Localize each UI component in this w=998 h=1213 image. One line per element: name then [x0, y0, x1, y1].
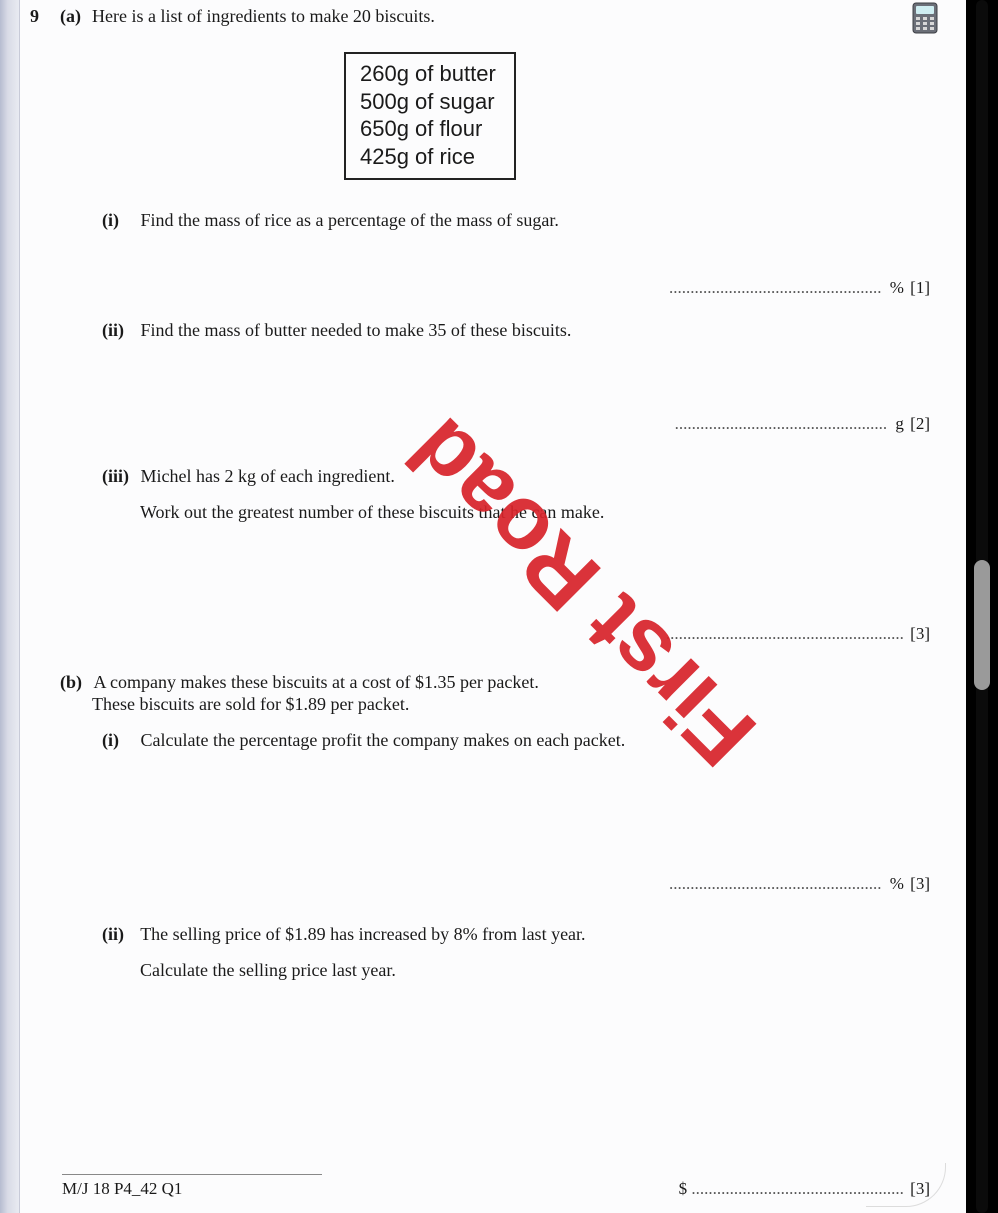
answer-currency: $ — [679, 1179, 688, 1198]
subpart-text: Michel has 2 kg of each ingredient. — [141, 466, 395, 486]
subpart-label: (ii) — [102, 320, 136, 341]
part-b-label: (b) — [60, 672, 90, 693]
subpart-text: Work out the greatest number of these bi… — [140, 502, 604, 522]
ingredients-box: 260g of butter 500g of sugar 650g of flo… — [344, 52, 516, 180]
answer-line-a-i: ........................................… — [669, 278, 930, 298]
answer-line-a-ii: ........................................… — [675, 414, 930, 434]
answer-dots: ........................................… — [666, 624, 904, 643]
part-b-line1: A company makes these biscuits at a cost… — [94, 672, 539, 692]
ingredient-line: 500g of sugar — [360, 88, 496, 116]
ingredient-line: 650g of flour — [360, 115, 496, 143]
answer-dots: ........................................… — [669, 874, 882, 893]
paper-reference: M/J 18 P4_42 Q1 — [62, 1174, 322, 1199]
answer-marks: [1] — [910, 278, 930, 297]
subpart-text: Calculate the selling price last year. — [140, 960, 396, 980]
subpart-text: These biscuits are sold for $1.89 per pa… — [92, 694, 409, 714]
answer-dots: ........................................… — [675, 414, 888, 433]
answer-unit: % — [890, 278, 904, 297]
watermark-text: First Road — [389, 398, 777, 786]
subpart-text: The selling price of $1.89 has increased… — [140, 924, 585, 944]
question-number: 9 — [30, 6, 39, 27]
vertical-scrollbar[interactable] — [970, 0, 994, 1213]
answer-marks: [2] — [910, 414, 930, 433]
answer-line-b-i: ........................................… — [669, 874, 930, 894]
subpart-label: (iii) — [102, 466, 136, 487]
ingredient-line: 260g of butter — [360, 60, 496, 88]
part-a-label: (a) — [60, 6, 81, 27]
document-viewer: 9 (a) Here is a list of ingredients to m… — [0, 0, 966, 1213]
answer-dots: ........................................… — [669, 278, 882, 297]
answer-unit: % — [890, 874, 904, 893]
subpart-text: Find the mass of butter needed to make 3… — [141, 320, 572, 340]
answer-line-a-iii: ........................................… — [666, 624, 930, 644]
answer-unit: g — [895, 414, 904, 433]
calculator-icon — [912, 2, 938, 34]
exam-page: 9 (a) Here is a list of ingredients to m… — [20, 0, 966, 1213]
part-b-ii: (ii) The selling price of $1.89 has incr… — [102, 924, 586, 945]
part-b: (b) A company makes these biscuits at a … — [60, 672, 539, 693]
page-curl — [866, 1163, 946, 1207]
part-a-i: (i) Find the mass of rice as a percentag… — [102, 210, 559, 231]
subpart-label: (ii) — [102, 924, 136, 945]
part-b-line2: These biscuits are sold for $1.89 per pa… — [92, 694, 409, 715]
answer-marks: [3] — [910, 874, 930, 893]
part-b-ii-line2: Calculate the selling price last year. — [140, 960, 396, 981]
part-a-ii: (ii) Find the mass of butter needed to m… — [102, 320, 571, 341]
subpart-text: Find the mass of rice as a percentage of… — [141, 210, 559, 230]
ingredient-line: 425g of rice — [360, 143, 496, 171]
part-a-intro: Here is a list of ingredients to make 20… — [92, 6, 435, 27]
part-b-i: (i) Calculate the percentage profit the … — [102, 730, 625, 751]
part-a-iii: (iii) Michel has 2 kg of each ingredient… — [102, 466, 395, 487]
subpart-label: (i) — [102, 730, 136, 751]
subpart-label: (i) — [102, 210, 136, 231]
subpart-text: Calculate the percentage profit the comp… — [141, 730, 626, 750]
page-binding-gutter — [0, 0, 20, 1213]
scrollbar-thumb[interactable] — [974, 560, 990, 690]
part-a-iii-line2: Work out the greatest number of these bi… — [140, 502, 604, 523]
answer-marks: [3] — [910, 624, 930, 643]
